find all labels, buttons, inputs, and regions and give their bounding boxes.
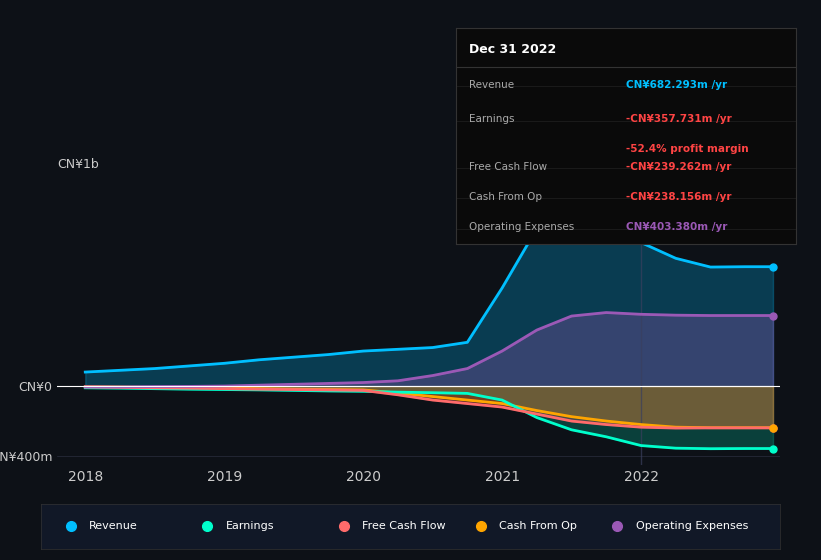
Text: Earnings: Earnings [470,114,515,124]
Text: Cash From Op: Cash From Op [499,521,577,531]
Text: CN¥1b: CN¥1b [57,158,99,171]
Text: Revenue: Revenue [89,521,138,531]
Text: Free Cash Flow: Free Cash Flow [470,162,548,172]
Text: CN¥682.293m /yr: CN¥682.293m /yr [626,80,727,90]
Text: -CN¥239.262m /yr: -CN¥239.262m /yr [626,162,732,172]
Text: Operating Expenses: Operating Expenses [470,222,575,232]
Text: Earnings: Earnings [226,521,274,531]
Text: Dec 31 2022: Dec 31 2022 [470,43,557,56]
Text: Cash From Op: Cash From Op [470,192,543,202]
Text: Free Cash Flow: Free Cash Flow [363,521,446,531]
Text: -CN¥357.731m /yr: -CN¥357.731m /yr [626,114,732,124]
Text: CN¥403.380m /yr: CN¥403.380m /yr [626,222,727,232]
Text: Operating Expenses: Operating Expenses [636,521,748,531]
Text: -52.4% profit margin: -52.4% profit margin [626,144,749,155]
Text: Revenue: Revenue [470,80,515,90]
Text: -CN¥238.156m /yr: -CN¥238.156m /yr [626,192,732,202]
